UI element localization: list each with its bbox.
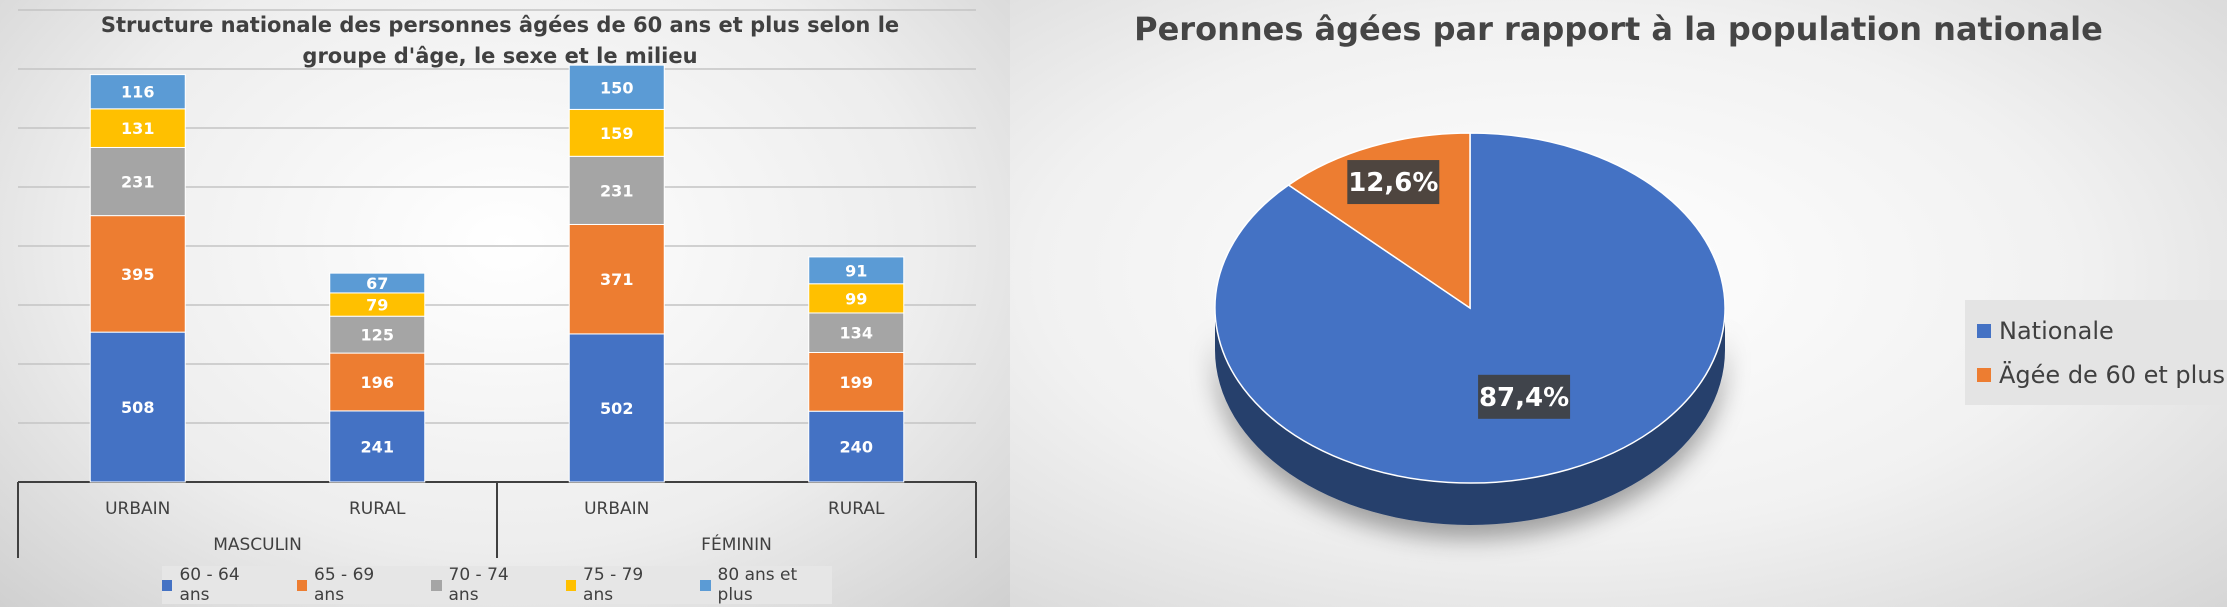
data-label: 150 [600, 78, 633, 97]
bar-segment [329, 315, 426, 354]
category-label: RURAL [828, 499, 885, 519]
data-label: 395 [121, 265, 154, 284]
legend-swatch [431, 579, 442, 591]
bar-segment [808, 283, 905, 314]
bar-segment [89, 74, 186, 110]
bar-chart-title: Structure nationale des personnes âgées … [100, 13, 900, 68]
data-label: 159 [600, 124, 633, 143]
legend-swatch [565, 579, 577, 591]
data-label-box [1347, 160, 1440, 205]
bar-segment [329, 410, 426, 483]
data-label: 91 [845, 261, 867, 280]
data-label: 240 [840, 438, 873, 457]
data-label: 131 [121, 119, 154, 138]
data-label: 231 [121, 173, 154, 192]
data-label: 99 [845, 289, 867, 308]
pie-chart-legend: Nationale Ägée de 60 et plus [1965, 300, 2227, 405]
legend-label: Nationale [1999, 316, 2114, 345]
legend-item-65-69: 65 - 69 ans [296, 565, 406, 605]
legend-label: 70 - 74 ans [448, 565, 509, 605]
bar-segment [568, 333, 665, 483]
group-label: FÉMININ [701, 533, 772, 555]
bar-segment [808, 351, 905, 412]
data-label: 371 [600, 270, 633, 289]
group-label: MASCULIN [213, 535, 302, 555]
pie-chart-panel: Peronnes âgées par rapport à la populati… [1010, 0, 2227, 607]
bar-segment [89, 331, 186, 483]
stacked-bar-chart-panel: Structure nationale des personnes âgées … [0, 0, 1010, 607]
legend-label: 60 - 64 ans [179, 565, 240, 605]
data-label: 125 [361, 326, 394, 345]
legend-swatch [1977, 367, 1991, 382]
data-label: 87,4% [1479, 383, 1569, 413]
bar-segment [808, 256, 905, 285]
stacked-bar-chart: 508 395 231 131 116 URBAIN 241 196 125 79 67 RURAL 5… [17, 9, 977, 558]
bar-segment [808, 410, 905, 483]
legend-item-nationale: Nationale [1977, 317, 2227, 345]
data-label: 67 [366, 274, 388, 293]
legend-label: Ägée de 60 et plus [1999, 360, 2226, 389]
data-label: 502 [600, 399, 633, 418]
bar-segment [568, 223, 665, 335]
pie-slice [1214, 132, 1726, 484]
legend-label: 80 ans et plus [717, 565, 798, 605]
data-label: 134 [840, 324, 873, 343]
bar-segment [568, 64, 665, 110]
bar-segment [89, 146, 186, 217]
data-label-box [1478, 374, 1571, 419]
category-label: RURAL [349, 499, 406, 519]
legend-item-60-64: 60 - 64 ans [162, 565, 271, 605]
bar-segment [89, 108, 186, 148]
legend-item-70-74: 70 - 74 ans [431, 565, 540, 605]
data-label: 231 [600, 181, 633, 200]
legend-label: 75 - 79 ans [583, 565, 644, 605]
data-label: 196 [361, 373, 394, 392]
legend-label: 65 - 69 ans [314, 565, 375, 605]
bar-segment [808, 312, 905, 353]
category-label: URBAIN [105, 499, 170, 519]
data-label: 199 [840, 373, 873, 392]
legend-swatch [296, 579, 307, 591]
pie-chart-3d: 87,4% 12,6% [1214, 132, 1726, 525]
data-label: 508 [121, 398, 154, 417]
data-label: 116 [121, 83, 154, 102]
legend-item-75-79: 75 - 79 ans [565, 565, 675, 605]
category-label: URBAIN [584, 499, 649, 519]
bar-chart-legend: 60 - 64 ans 65 - 69 ans 70 - 74 ans 75 -… [162, 565, 832, 605]
legend-item-agee-60-plus: Ägée de 60 et plus [1977, 361, 2227, 389]
legend-item-80-plus: 80 ans et plus [700, 565, 832, 605]
data-label: 12,6% [1348, 168, 1438, 198]
data-label: 241 [361, 437, 394, 456]
legend-swatch [162, 579, 173, 591]
data-label: 79 [366, 296, 388, 315]
legend-swatch [700, 579, 711, 591]
legend-swatch [1977, 323, 1991, 338]
bar-segment [89, 215, 186, 333]
pie-chart-title: Peronnes âgées par rapport à la populati… [1134, 10, 2103, 48]
bar-segment [329, 272, 426, 294]
pie-side [1215, 308, 1725, 525]
